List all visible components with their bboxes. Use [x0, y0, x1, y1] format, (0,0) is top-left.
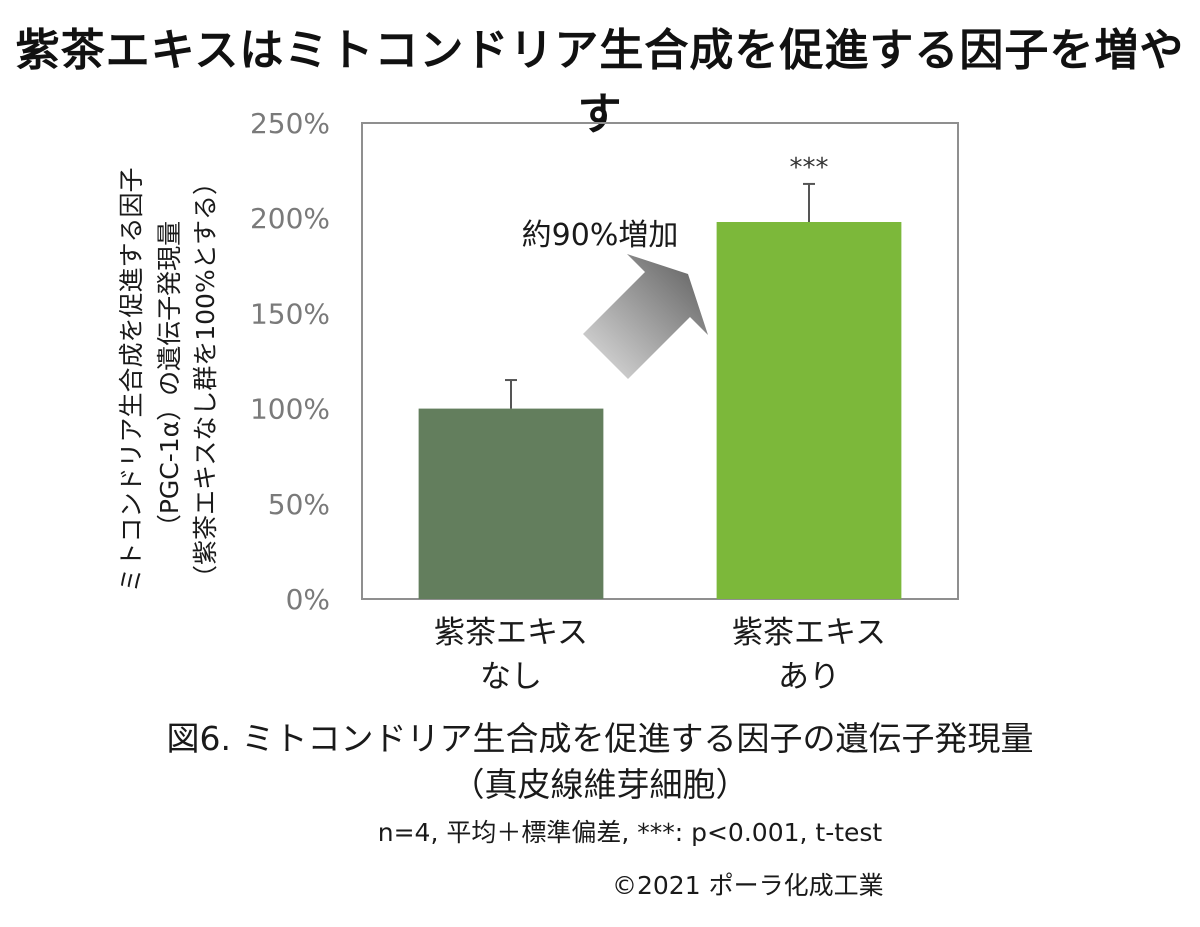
bar — [716, 222, 902, 599]
statistics-note: n=4, 平均＋標準偏差, ***: p<0.001, t-test — [377, 818, 883, 847]
x-category-label: なし — [480, 659, 542, 695]
y-tick-label: 250% — [250, 107, 330, 140]
y-tick-label: 100% — [250, 393, 330, 426]
y-axis-label: （PGC-1α）の遺伝子発現量 — [155, 221, 184, 539]
y-tick-label: 0% — [286, 583, 330, 616]
chart-title: 紫茶エキスはミトコンドリア生合成を促進する因子を増やす — [15, 25, 1185, 140]
plot-area-frame — [361, 122, 959, 600]
x-category-label: 紫茶エキス — [732, 615, 886, 651]
y-axis-label: ミトコンドリア生合成を促進する因子 — [117, 167, 146, 592]
figure-caption-sub: （真皮線維芽細胞） — [451, 765, 749, 804]
y-tick-label: 200% — [250, 202, 330, 235]
x-category-label: あり — [778, 659, 840, 695]
figure-caption: 図6. ミトコンドリア生合成を促進する因子の遺伝子発現量 — [166, 719, 1034, 758]
y-tick-label: 150% — [250, 297, 330, 330]
bar — [418, 408, 604, 599]
x-category-label: 紫茶エキス — [434, 615, 588, 651]
bar-chart: *** 0% 50% 100% 150% 200% 250% 紫茶エキスなし 紫茶エキスあり… — [117, 107, 959, 695]
significance-marker: *** — [790, 153, 829, 183]
copyright-text: ©2021 ポーラ化成工業 — [612, 871, 884, 900]
increase-arrow — [583, 254, 708, 379]
increase-annotation: 約90%増加 — [522, 218, 679, 253]
y-axis-label: （紫茶エキスなし群を100%とする） — [191, 170, 220, 590]
y-tick-label: 50% — [268, 488, 330, 521]
